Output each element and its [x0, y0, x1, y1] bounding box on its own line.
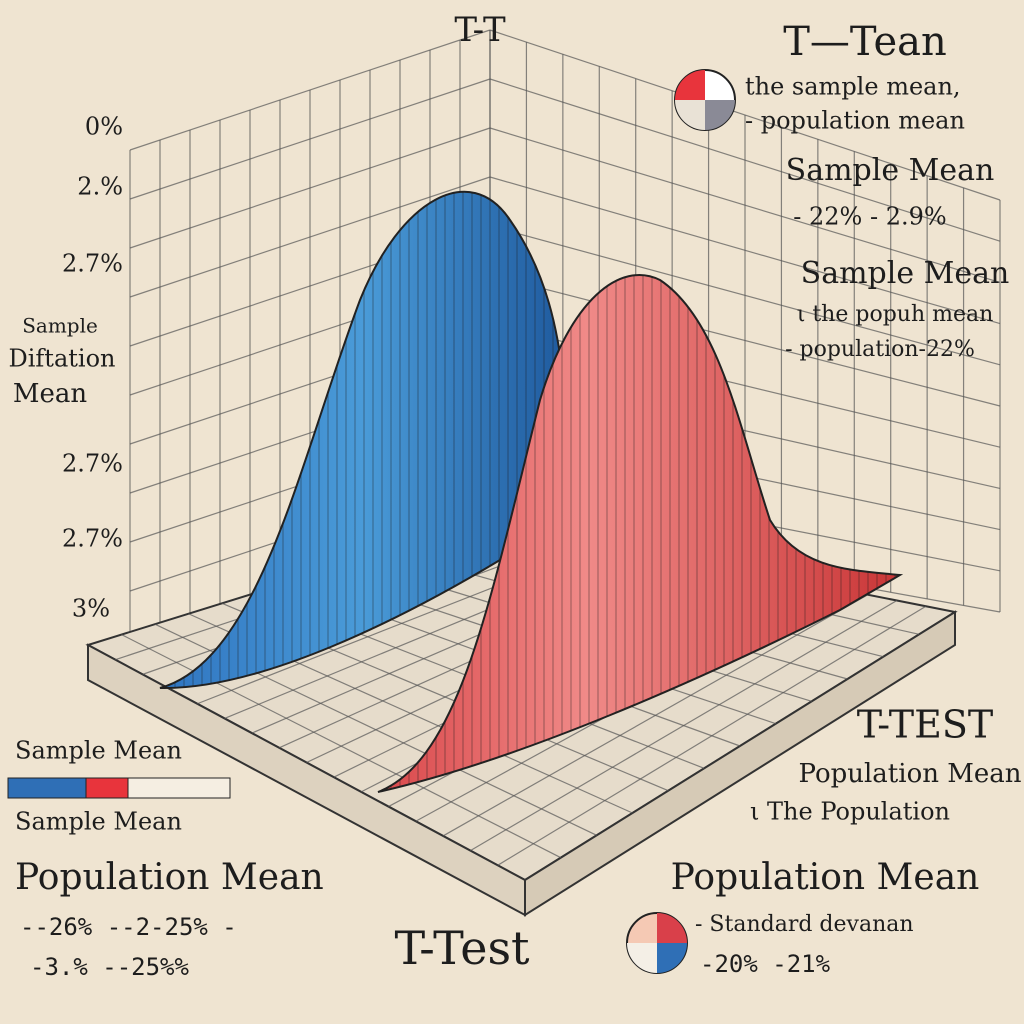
legend-line: the sample mean,	[745, 73, 961, 101]
floor-grid-line	[497, 605, 927, 866]
note-line: - population-22%	[785, 337, 975, 362]
floor-grid-line	[442, 594, 869, 837]
axis-label: 3%	[72, 595, 110, 623]
bottom-line: --26% --2-25% -	[20, 913, 237, 941]
right-heading: T-TEST	[857, 703, 993, 747]
legend-swatch	[7, 777, 87, 799]
axis-label: 2.7%	[62, 525, 123, 553]
note-heading: Sample Mean	[801, 256, 1010, 291]
wall-grid-line	[129, 78, 491, 200]
axis-label: 2.7%	[62, 250, 123, 278]
top-title: T-T	[454, 10, 506, 50]
floor-grid-line	[470, 599, 898, 852]
key-icon-part	[627, 943, 657, 973]
axis-title: Sample	[22, 314, 98, 338]
right-title: T—Tean	[783, 19, 947, 65]
wall-grid-line	[489, 78, 1001, 242]
axis-label: 0%	[85, 113, 123, 141]
bottom-line: -3.% --25%%	[30, 953, 189, 981]
wall-grid-line	[129, 176, 491, 298]
wall-grid-line	[489, 225, 1001, 366]
axis-label: 2.%	[77, 173, 123, 201]
legend-swatch	[127, 777, 231, 799]
note-line: ι the popuh mean	[797, 302, 994, 327]
right-line: ι The Population	[750, 798, 950, 826]
right-sub-heading: Population Mean	[671, 857, 980, 898]
legend-line: - population mean	[745, 107, 965, 135]
legend-swatch	[85, 777, 129, 799]
red-curve-hatching	[378, 275, 900, 792]
legend-icon-part	[675, 100, 705, 130]
key-icon-part	[657, 913, 687, 943]
wall-grid-line	[489, 29, 1001, 201]
legend-label: Sample Mean	[15, 808, 182, 836]
wall-grid-line	[489, 127, 1001, 283]
bottom-heading: Population Mean	[15, 857, 324, 898]
axis-title: Diftation	[9, 345, 116, 373]
blue-curve-hatching	[160, 191, 565, 689]
axis-label: 2.7%	[62, 450, 123, 478]
axis-title: Mean	[13, 379, 88, 409]
legend-icon-part	[675, 70, 705, 100]
legend-icon-part	[705, 100, 735, 130]
legend-label: Sample Mean	[15, 737, 182, 765]
wall-grid-line	[489, 176, 1001, 325]
key-line: - Standard devanan	[695, 912, 914, 937]
note-heading: Sample Mean	[786, 153, 995, 188]
bottom-title: T-Test	[394, 921, 530, 975]
note-line: - 22% - 2.9%	[793, 203, 946, 231]
key-line: -20% -21%	[700, 950, 831, 978]
key-icon-part	[657, 943, 687, 973]
right-line: Population Mean	[799, 759, 1022, 789]
wall-grid-line	[129, 127, 491, 249]
wall-grid-line	[129, 29, 491, 151]
wall-grid-line	[489, 274, 1001, 407]
